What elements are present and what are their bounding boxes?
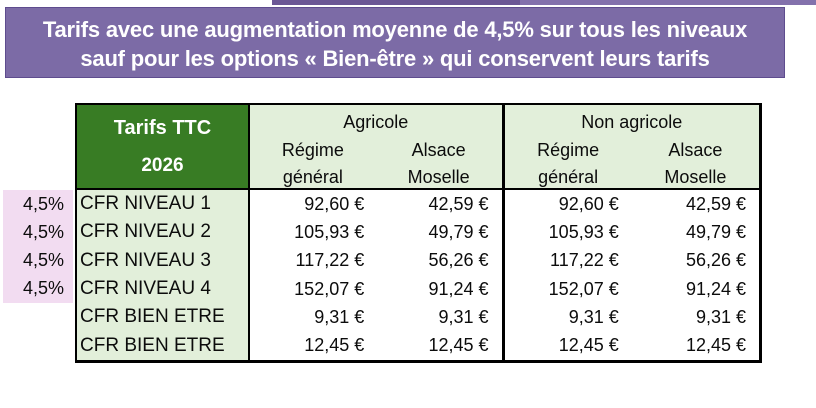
row-label: CFR BIEN ETRE bbox=[77, 303, 250, 332]
cell-value: 9,31 € bbox=[377, 303, 505, 332]
cell-value: 117,22 € bbox=[504, 246, 632, 275]
cell-value: 42,59 € bbox=[377, 190, 505, 219]
cell-value: 56,26 € bbox=[631, 246, 759, 275]
cell-value: 9,31 € bbox=[504, 303, 632, 332]
cell-value: 12,45 € bbox=[377, 331, 505, 360]
cell-value: 12,45 € bbox=[504, 331, 632, 360]
cell-value: 105,93 € bbox=[504, 218, 632, 247]
cell-value: 9,31 € bbox=[631, 303, 759, 332]
cell-value: 152,07 € bbox=[250, 275, 378, 304]
group-header-agricole: Agricole Régime général Alsace Moselle bbox=[250, 105, 505, 190]
banner-line-2: sauf pour les options « Bien-être » qui … bbox=[80, 46, 710, 71]
column-header-alsace-moselle: Alsace Moselle bbox=[407, 140, 470, 187]
banner-line-1: Tarifs avec une augmentation moyenne de … bbox=[42, 17, 748, 42]
cell-value: 49,79 € bbox=[631, 218, 759, 247]
cell-value: 117,22 € bbox=[250, 246, 378, 275]
row-label: CFR NIVEAU 4 bbox=[77, 275, 250, 304]
title-banner: Tarifs avec une augmentation moyenne de … bbox=[5, 7, 785, 78]
group-header-non-agricole: Non agricole Régime général Alsace Mosel… bbox=[504, 105, 760, 191]
subcolumn-headers: Régime général Alsace Moselle bbox=[250, 137, 502, 191]
corner-header-cell: Tarifs TTC 2026 bbox=[77, 105, 250, 190]
increase-label: 4,5% bbox=[22, 221, 64, 242]
increase-label: 4,5% bbox=[22, 193, 64, 214]
top-strip-decoration bbox=[272, 0, 816, 5]
cell-value: 92,60 € bbox=[504, 190, 632, 219]
group-label: Agricole bbox=[343, 112, 409, 132]
row-label: CFR NIVEAU 1 bbox=[77, 190, 250, 219]
tariff-table: Tarifs TTC 2026 Agricole Régime général … bbox=[75, 103, 762, 363]
cell-value: 91,24 € bbox=[631, 275, 759, 304]
row-label: CFR NIVEAU 2 bbox=[77, 218, 250, 247]
cell-value: 12,45 € bbox=[631, 331, 759, 360]
top-strip-dark-segment bbox=[272, 0, 520, 5]
column-header-regime-general: Régime général bbox=[281, 140, 344, 187]
subcolumn-headers: Régime général Alsace Moselle bbox=[505, 137, 760, 191]
increase-label: 4,5% bbox=[22, 278, 64, 299]
increase-label: 4,5% bbox=[22, 250, 64, 271]
table-title: Tarifs TTC bbox=[113, 116, 212, 139]
column-header-alsace-moselle: Alsace Moselle bbox=[664, 140, 727, 187]
cell-value: 91,24 € bbox=[377, 275, 505, 304]
cell-value: 42,59 € bbox=[631, 190, 759, 219]
group-label: Non agricole bbox=[581, 112, 683, 132]
column-header-regime-general: Régime général bbox=[537, 140, 600, 187]
cell-value: 92,60 € bbox=[250, 190, 378, 219]
cell-value: 56,26 € bbox=[377, 246, 505, 275]
row-label: CFR NIVEAU 3 bbox=[77, 246, 250, 275]
table-year: 2026 bbox=[141, 154, 184, 176]
cell-value: 12,45 € bbox=[250, 331, 378, 360]
cell-value: 105,93 € bbox=[250, 218, 378, 247]
increase-labels-block: 4,5% 4,5% 4,5% 4,5% bbox=[3, 190, 73, 303]
cell-value: 152,07 € bbox=[504, 275, 632, 304]
cell-value: 49,79 € bbox=[377, 218, 505, 247]
row-label: CFR BIEN ETRE bbox=[77, 331, 250, 360]
cell-value: 9,31 € bbox=[250, 303, 378, 332]
